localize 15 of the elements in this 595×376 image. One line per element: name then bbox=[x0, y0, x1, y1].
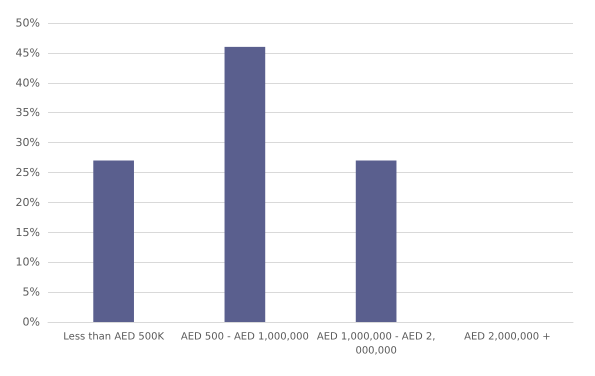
y-tick-label: 5% bbox=[22, 286, 40, 299]
x-tick-label: AED 500 - AED 1,000,000 bbox=[180, 332, 309, 342]
y-tick-label: 45% bbox=[16, 46, 40, 60]
y-tick-label: 50% bbox=[16, 16, 40, 30]
y-tick-label: 10% bbox=[16, 256, 40, 269]
y-tick-label: 20% bbox=[16, 196, 40, 209]
y-tick-label: 0% bbox=[22, 316, 40, 328]
y-tick-label: 35% bbox=[16, 106, 40, 120]
y-tick-label: 25% bbox=[16, 166, 40, 179]
x-tick-label: Less than AED 500K bbox=[63, 332, 164, 342]
y-tick-label: 30% bbox=[16, 136, 40, 150]
y-tick-label: 15% bbox=[16, 226, 40, 239]
y-tick-label: 40% bbox=[16, 76, 40, 90]
x-tick-label: AED 1,000,000 - AED 2,000,000 bbox=[316, 332, 436, 356]
x-tick-label: AED 2,000,000 + bbox=[464, 332, 551, 342]
